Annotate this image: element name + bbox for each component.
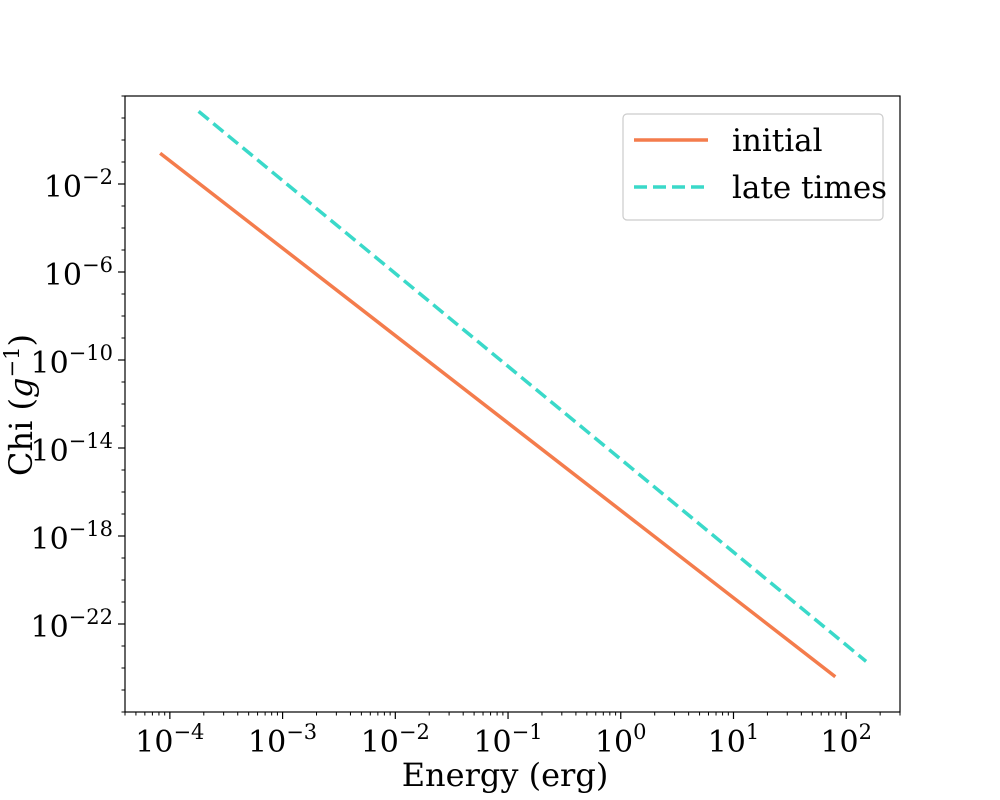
x-tick-label: 101 xyxy=(708,720,760,760)
y-axis-label-symbol: g xyxy=(2,377,40,397)
y-tick-label: 10−18 xyxy=(30,517,113,557)
y-axis-label-exponent: −1 xyxy=(0,347,24,378)
series-line-late-times xyxy=(197,110,868,663)
x-tick-label: 10−4 xyxy=(135,720,204,760)
x-tick-label: 100 xyxy=(595,720,647,760)
y-tick-label: 10−10 xyxy=(30,341,113,381)
y-tick-label: 10−2 xyxy=(44,165,113,205)
legend-label-initial: initial xyxy=(732,123,823,159)
x-tick-label: 10−2 xyxy=(361,720,430,760)
x-axis-ticks: 10−4 10−3 10−2 10−1 100 101 102 xyxy=(124,712,901,760)
legend-label-late-times: late times xyxy=(732,170,887,206)
y-axis-ticks: 10−2 10−6 10−10 10−14 10−18 10−22 xyxy=(30,95,125,713)
y-axis-label-text: Chi ( xyxy=(2,398,40,476)
x-tick-label: 10−1 xyxy=(473,720,542,760)
legend: initial late times xyxy=(622,113,887,221)
y-axis-label-close: ) xyxy=(2,334,40,346)
x-tick-label: 102 xyxy=(820,720,872,760)
y-tick-label: 10−22 xyxy=(30,605,113,645)
x-axis-label: Energy (erg) xyxy=(402,756,609,794)
x-tick-label: 10−3 xyxy=(248,720,317,760)
y-tick-label: 10−14 xyxy=(30,429,113,469)
y-tick-label: 10−6 xyxy=(44,253,113,293)
y-axis-label: Chi (g−1) xyxy=(0,334,40,476)
series-line-initial xyxy=(159,151,837,679)
series-layer xyxy=(159,110,868,679)
